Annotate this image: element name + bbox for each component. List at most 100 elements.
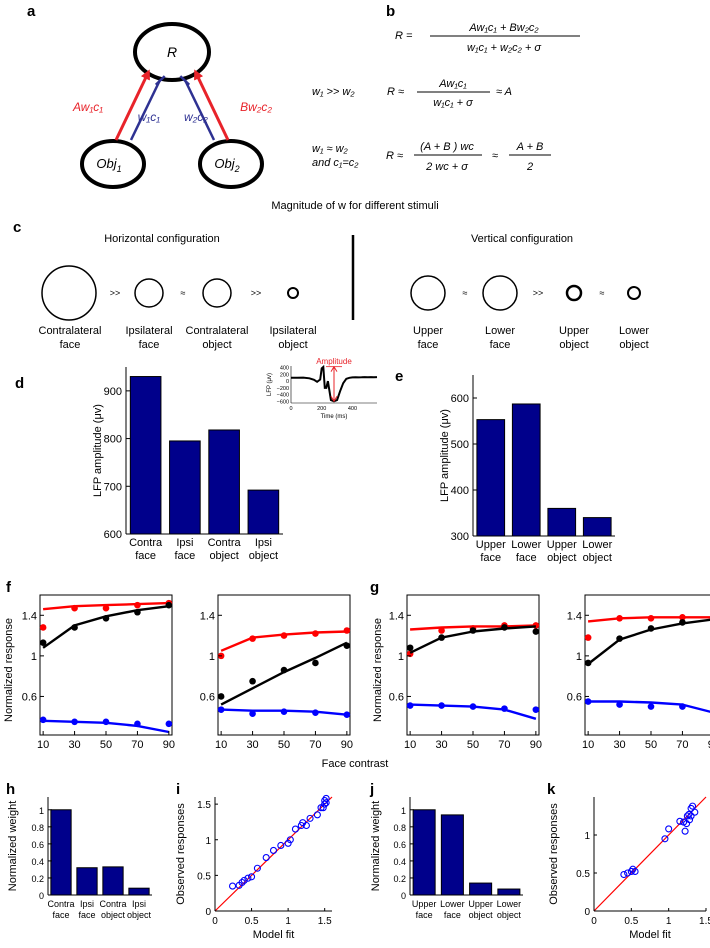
v-item-4-line1: Lower — [619, 325, 649, 337]
y-tick-label: 300 — [451, 531, 469, 543]
bar — [497, 888, 521, 896]
scatter-point — [322, 799, 330, 807]
lfp-trace — [291, 364, 378, 403]
category-label-line2: object — [583, 552, 612, 564]
eq2-denominator: w₁c₁ + σ — [433, 97, 473, 109]
scatter-point — [229, 882, 237, 890]
bar — [208, 429, 240, 535]
inset-x-label: Time (ms) — [321, 414, 348, 420]
chart-d: ContrafaceIpsifaceContraobjectIpsiobject… — [92, 367, 283, 562]
data-point — [679, 619, 686, 626]
category-label-line2: face — [174, 550, 195, 562]
data-point — [501, 705, 508, 712]
panel-label-e: e — [395, 368, 403, 385]
data-point — [438, 702, 445, 709]
y-tick-label: 0 — [39, 891, 44, 901]
data-point — [501, 624, 508, 631]
scatter-point — [277, 841, 285, 850]
circle-lower-face — [482, 275, 518, 311]
arrow-red-right — [194, 69, 230, 141]
face-contrast-label: Face contrast — [322, 758, 389, 770]
x-axis-label: Model fit — [629, 929, 671, 941]
category-label-line2: object — [547, 552, 576, 564]
y-axis-label: Normalized weight — [7, 801, 19, 891]
data-point — [406, 644, 414, 652]
x-tick-label: 0.5 — [624, 916, 638, 927]
data-point — [71, 624, 78, 631]
y-tick-label: 0.6 — [389, 691, 404, 703]
chart-g1: 10 30 50 70 90 0.6 1 1.4 Normalized response — [372, 594, 542, 751]
y-axis-label: Observed responses — [548, 803, 560, 905]
circle-contra-face — [41, 265, 97, 321]
circle-lower-object — [627, 286, 641, 300]
scatter-point — [286, 836, 294, 844]
x-tick-label: 90 — [708, 739, 710, 751]
x-tick-label: 30 — [68, 739, 80, 751]
inset-x-tick-label: 200 — [317, 406, 326, 412]
panel-c-title: Magnitude of w for different stimuli — [271, 200, 438, 212]
inset-y-tick-label: −200 — [277, 386, 289, 392]
y-tick-label: 1 — [39, 806, 44, 816]
y-axis-label: LFP amplitude (μv) — [439, 409, 451, 502]
bar — [76, 867, 98, 896]
eq2-lhs: R ≈ — [387, 86, 404, 98]
data-point — [134, 720, 141, 728]
inset-x-tick-label: 400 — [348, 406, 357, 412]
category-label-line2: object — [249, 550, 278, 562]
scatter-point — [248, 873, 256, 881]
y-tick-label: 1 — [401, 806, 406, 816]
data-point — [616, 635, 623, 642]
x-tick-label: 10 — [582, 739, 594, 751]
scatter-point — [683, 820, 691, 828]
data-point — [249, 677, 256, 685]
node-r-label: R — [167, 44, 177, 60]
h-item-1-line2: face — [60, 339, 81, 351]
bar — [412, 809, 436, 896]
chart-g2: 10 30 50 70 90 0.6 1 1.4 — [567, 594, 710, 751]
chart-e: UpperfaceLowerfaceUpperobjectLowerobject… — [439, 375, 615, 564]
x-tick-label: 1 — [285, 916, 291, 927]
panel-label-g: g — [370, 579, 379, 596]
category-label-line1: Ipsi — [80, 899, 94, 909]
x-tick-label: 70 — [676, 739, 688, 751]
y-axis-label: Normalized weight — [370, 801, 382, 891]
circle-ipsi-object — [287, 287, 299, 299]
chart-f1: 10 30 50 70 90 0.6 1 1.4 Normalized response — [3, 594, 175, 751]
data-point — [39, 624, 47, 631]
y-axis-label: Normalized response — [372, 618, 384, 722]
category-label-line2: face — [480, 552, 501, 564]
scatter-point — [691, 808, 699, 816]
category-label-line1: Contra — [129, 537, 163, 549]
vertical-title: Vertical configuration — [471, 233, 573, 245]
x-tick-label: 90 — [530, 739, 542, 751]
node-obj1-label: Obj1 — [96, 156, 121, 174]
data-point — [165, 601, 173, 609]
data-point — [343, 711, 351, 719]
data-point — [469, 627, 477, 634]
data-point — [343, 627, 351, 634]
v-op-1: ≈ — [463, 288, 468, 298]
y-tick-label: 0.6 — [31, 840, 44, 850]
y-tick-label: 0.6 — [393, 840, 406, 850]
x-tick-label: 10 — [215, 739, 227, 751]
x-tick-label: 90 — [341, 739, 353, 751]
eq3-numerator2: A + B — [516, 141, 544, 153]
panel-b: b R = Aw₁c₁ + Bw₂c₂ w₁c₁ + w₂c₂ + σ w₁ >… — [312, 3, 580, 173]
scatter-point — [689, 802, 697, 810]
category-label-line2: face — [78, 910, 95, 920]
scatter-point — [620, 870, 628, 879]
data-point — [71, 604, 78, 612]
x-tick-label: 1 — [666, 916, 672, 927]
eq3-lhs: R ≈ — [386, 150, 403, 162]
data-point — [39, 716, 47, 724]
data-point — [616, 701, 623, 708]
category-label-line1: Upper — [412, 899, 437, 909]
y-tick-label: 1 — [209, 651, 215, 663]
x-tick-label: 70 — [498, 739, 510, 751]
inset-y-tick-label: 0 — [286, 379, 289, 385]
amplitude-arrowhead-bottom — [330, 396, 338, 403]
x-tick-label: 0 — [591, 916, 597, 927]
data-point — [249, 635, 256, 642]
v-item-3-line2: object — [559, 339, 588, 351]
